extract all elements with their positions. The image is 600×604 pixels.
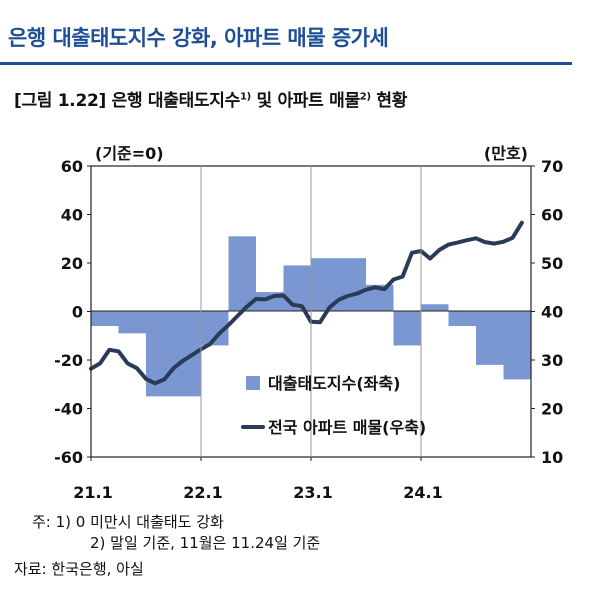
left-tick-label: 0 <box>72 303 83 322</box>
figure-title-sup2: 2) <box>359 91 371 103</box>
notes: 주: 1) 0 미만시 대출태도 강화 2) 말일 기준, 11월은 11.24… <box>32 512 320 554</box>
legend-bar-swatch <box>246 376 260 390</box>
bar-24Q1 <box>421 304 449 312</box>
legend-bar-label: 대출태도지수(좌축) <box>268 374 400 393</box>
bar-24Q3 <box>476 311 504 365</box>
figure-title: [그림 1.22] 은행 대출태도지수1) 및 아파트 매물2) 현황 <box>14 86 407 111</box>
right-tick-label: 70 <box>541 157 563 176</box>
left-tick-label: -60 <box>54 448 83 467</box>
apartment-listings-line <box>89 220 524 386</box>
right-tick-label: 20 <box>541 400 563 419</box>
x-gridlines <box>200 166 422 457</box>
left-axis-unit: (기준=0) <box>95 144 164 163</box>
figure-title-sup1: 1) <box>239 91 251 103</box>
x-tick-label: 22.1 <box>183 483 222 502</box>
bar-23Q2 <box>338 258 366 312</box>
source-line: 자료: 한국은행, 아실 <box>14 560 144 578</box>
left-tick-label: 60 <box>61 157 83 176</box>
bar-22Q2 <box>228 236 256 312</box>
bar-24Q2 <box>448 311 476 327</box>
section-divider <box>0 62 572 65</box>
left-axis-ticks: 60 40 20 0 -20 -40 -60 <box>54 157 91 467</box>
bar-21Q1 <box>91 311 119 327</box>
legend: 대출태도지수(좌축) 전국 아파트 매물(우축) <box>241 374 426 437</box>
bar-23Q4 <box>393 311 421 346</box>
x-tick-label: 21.1 <box>73 483 112 502</box>
bar-series <box>91 236 531 397</box>
left-tick-label: -20 <box>54 351 83 370</box>
legend-line-label: 전국 아파트 매물(우축) <box>268 418 426 437</box>
left-tick-label: 40 <box>61 206 83 225</box>
figure-title-mid: 및 아파트 매물 <box>250 91 361 111</box>
note-1: 주: 1) 0 미만시 대출태도 강화 <box>32 513 224 531</box>
figure-title-end: 현황 <box>370 91 408 111</box>
right-tick-label: 40 <box>541 303 563 322</box>
x-tick-label: 23.1 <box>293 483 332 502</box>
left-tick-label: 20 <box>61 254 83 273</box>
figure-title-main: [그림 1.22] 은행 대출태도지수 <box>14 91 240 111</box>
right-tick-label: 50 <box>541 254 563 273</box>
bar-21Q3 <box>146 311 174 397</box>
right-axis-unit: (만호) <box>484 144 528 163</box>
right-tick-label: 60 <box>541 206 563 225</box>
section-title: 은행 대출태도지수 강화, 아파트 매물 증가세 <box>8 26 389 50</box>
bar-21Q2 <box>118 311 146 334</box>
right-tick-label: 10 <box>541 448 563 467</box>
note-2: 2) 말일 기준, 11월은 11.24일 기준 <box>90 534 321 552</box>
bar-24Q4 <box>503 311 531 380</box>
right-axis-ticks: 70 60 50 40 30 20 10 <box>531 157 563 467</box>
left-tick-label: -40 <box>54 400 83 419</box>
x-axis-ticks: 21.1 22.1 23.1 24.1 <box>73 457 443 502</box>
x-tick-label: 24.1 <box>403 483 442 502</box>
right-tick-label: 30 <box>541 351 563 370</box>
